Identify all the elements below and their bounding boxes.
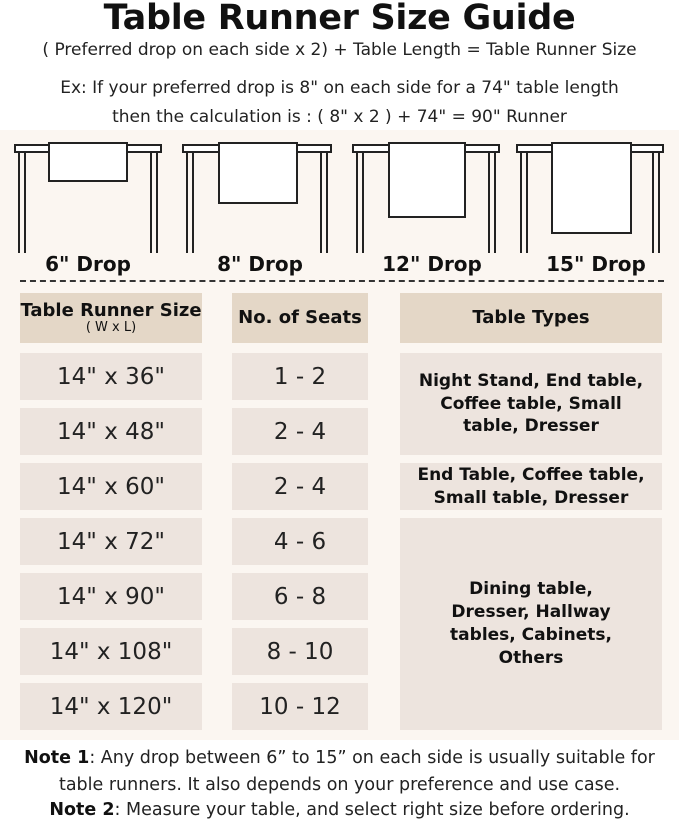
drop-label: 6" Drop bbox=[45, 252, 131, 276]
drop-label: 8" Drop bbox=[217, 252, 303, 276]
table-illustration bbox=[352, 132, 500, 254]
note-2-label: Note 2 bbox=[49, 800, 115, 820]
drop-label: 12" Drop bbox=[382, 252, 482, 276]
page-title: Table Runner Size Guide bbox=[103, 0, 576, 38]
seats-cell: 8 - 10 bbox=[232, 628, 368, 675]
size-cell: 14" x 48" bbox=[20, 408, 202, 455]
header-seats: No. of Seats bbox=[232, 293, 368, 343]
size-cell: 14" x 108" bbox=[20, 628, 202, 675]
table-type-cell: End Table, Coffee table, Small table, Dr… bbox=[400, 463, 662, 510]
seats-cell: 1 - 2 bbox=[232, 353, 368, 400]
note-1-text: : Any drop between 6” to 15” on each sid… bbox=[58, 748, 655, 795]
size-cell: 14" x 60" bbox=[20, 463, 202, 510]
formula: ( Preferred drop on each side x 2) + Tab… bbox=[42, 40, 637, 60]
seats-cell: 6 - 8 bbox=[232, 573, 368, 620]
table-leg bbox=[652, 153, 660, 253]
drop-label: 15" Drop bbox=[546, 252, 646, 276]
note-1-label: Note 1 bbox=[24, 748, 90, 768]
size-cell: 14" x 72" bbox=[20, 518, 202, 565]
runner bbox=[551, 142, 632, 234]
table-illustration bbox=[516, 132, 664, 254]
size-cell: 14" x 120" bbox=[20, 683, 202, 730]
divider bbox=[20, 280, 664, 282]
table-leg bbox=[320, 153, 328, 253]
seats-cell: 2 - 4 bbox=[232, 408, 368, 455]
table-leg bbox=[488, 153, 496, 253]
header-size-sub: ( W x L) bbox=[85, 319, 137, 335]
note-2-text: : Measure your table, and select right s… bbox=[114, 800, 630, 820]
table-leg bbox=[150, 153, 158, 253]
table-illustration bbox=[182, 132, 332, 254]
table-leg bbox=[186, 153, 194, 253]
example-line-1: Ex: If your preferred drop is 8" on each… bbox=[60, 78, 619, 98]
table-type-cell: Dining table, Dresser, Hallway tables, C… bbox=[400, 518, 662, 730]
runner bbox=[48, 142, 128, 182]
header-size-label: Table Runner Size bbox=[20, 299, 202, 321]
size-cell: 14" x 90" bbox=[20, 573, 202, 620]
table-leg bbox=[18, 153, 26, 253]
seats-cell: 10 - 12 bbox=[232, 683, 368, 730]
runner bbox=[218, 142, 298, 204]
seats-cell: 4 - 6 bbox=[232, 518, 368, 565]
note-1: Note 1: Any drop between 6” to 15” on ea… bbox=[0, 745, 679, 799]
table-illustration bbox=[14, 132, 162, 254]
table-leg bbox=[356, 153, 364, 253]
note-2: Note 2: Measure your table, and select r… bbox=[0, 800, 679, 820]
size-cell: 14" x 36" bbox=[20, 353, 202, 400]
header-types: Table Types bbox=[400, 293, 662, 343]
example-line-2: then the calculation is : ( 8" x 2 ) + 7… bbox=[112, 107, 567, 127]
header-size: Table Runner Size ( W x L) bbox=[20, 293, 202, 343]
table-leg bbox=[520, 153, 528, 253]
seats-cell: 2 - 4 bbox=[232, 463, 368, 510]
table-type-cell: Night Stand, End table, Coffee table, Sm… bbox=[400, 353, 662, 455]
runner bbox=[388, 142, 466, 218]
